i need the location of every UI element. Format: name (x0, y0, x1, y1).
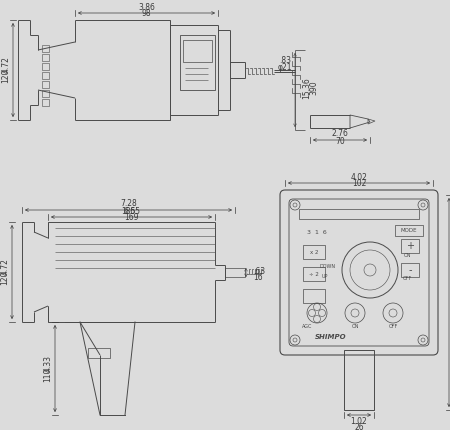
Text: 6.65: 6.65 (123, 206, 140, 215)
Bar (42, 45, 49, 52)
Text: AGC: AGC (302, 324, 312, 329)
Text: 110: 110 (44, 367, 53, 382)
Text: 120: 120 (0, 271, 9, 285)
Bar (303, 245, 325, 259)
Bar (42, 54, 49, 61)
Bar (303, 289, 325, 303)
Text: ÷ 2: ÷ 2 (309, 271, 319, 276)
Text: 1.02: 1.02 (351, 417, 367, 426)
Text: 7.28: 7.28 (120, 200, 137, 209)
Bar (42, 72, 49, 79)
Bar (225, 268, 245, 277)
Bar (180, 35, 215, 90)
Text: ON: ON (351, 324, 359, 329)
Text: 169: 169 (124, 214, 139, 222)
Bar (42, 90, 49, 97)
Text: 3  1  6: 3 1 6 (307, 230, 327, 236)
Text: 15.36: 15.36 (302, 77, 311, 99)
Bar (42, 81, 49, 88)
Text: 4.33: 4.33 (44, 355, 53, 372)
Text: .83: .83 (279, 56, 291, 65)
Text: OFF: OFF (402, 276, 412, 281)
Text: 98: 98 (142, 9, 151, 18)
Text: OFF: OFF (388, 324, 398, 329)
Text: 4.02: 4.02 (351, 172, 368, 181)
Text: +: + (406, 241, 414, 251)
Bar (401, 263, 419, 277)
Text: 4.72: 4.72 (0, 258, 9, 276)
Bar (344, 350, 374, 410)
Text: 102: 102 (352, 179, 366, 188)
Text: -: - (408, 265, 412, 275)
Bar (183, 40, 212, 62)
Text: 185: 185 (122, 206, 136, 215)
Text: 70: 70 (335, 136, 345, 145)
Bar (401, 239, 419, 253)
Bar (42, 99, 49, 106)
Text: 2.76: 2.76 (332, 129, 348, 138)
Bar (42, 63, 49, 70)
Text: 26: 26 (354, 424, 364, 430)
Text: 120: 120 (1, 69, 10, 83)
Text: UP: UP (322, 274, 328, 280)
Text: 4.72: 4.72 (1, 57, 10, 74)
Text: .63: .63 (253, 267, 265, 276)
Text: 3.86: 3.86 (138, 3, 155, 12)
Text: x 2: x 2 (310, 249, 318, 255)
Text: φ21: φ21 (278, 63, 292, 72)
Text: SHIMPO: SHIMPO (315, 334, 346, 340)
Text: DOWN: DOWN (320, 264, 336, 270)
Bar (303, 267, 325, 281)
Bar (299, 209, 419, 219)
Bar (88, 348, 110, 358)
Text: 390: 390 (309, 81, 318, 95)
Text: 16: 16 (253, 273, 263, 283)
Text: ON: ON (403, 253, 411, 258)
Text: MODE: MODE (401, 228, 417, 233)
Bar (395, 225, 423, 236)
